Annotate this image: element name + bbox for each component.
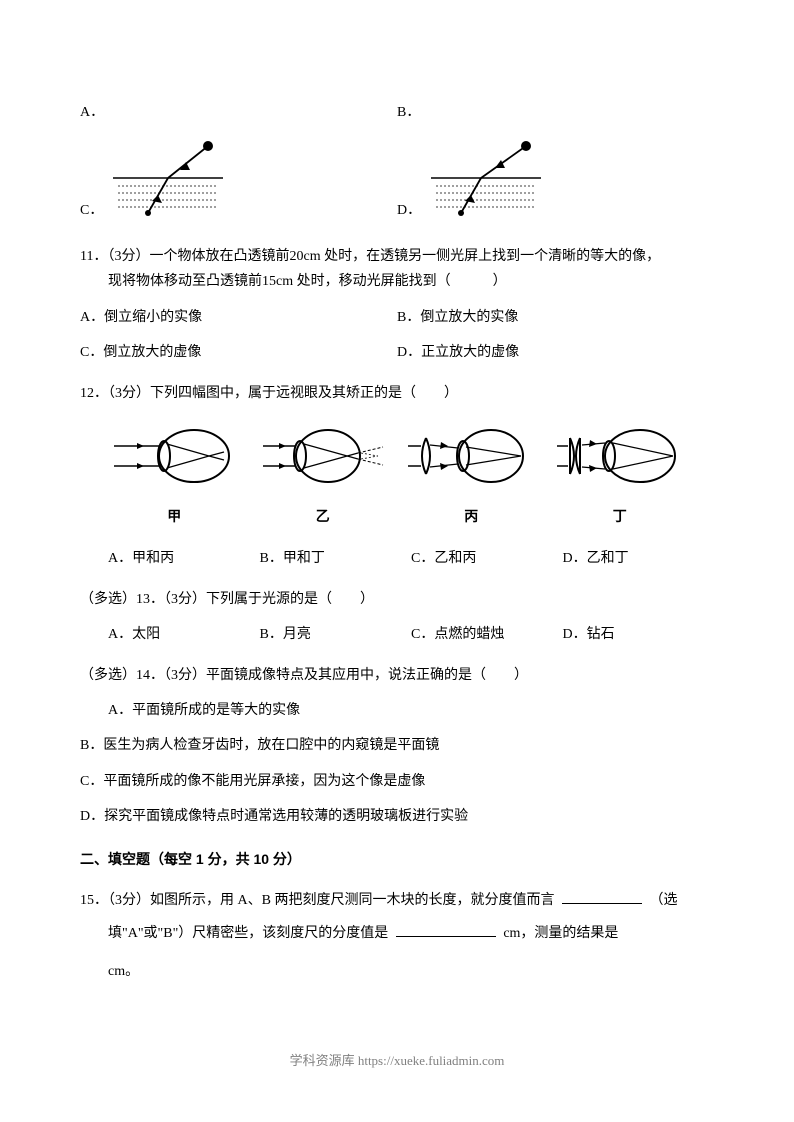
q11-option-d: D．正立放大的虚像 xyxy=(397,340,714,365)
q13-options: A．太阳 B．月亮 C．点燃的蜡烛 D．钻石 xyxy=(108,622,714,647)
q15-part4: cm，测量的结果是 xyxy=(503,926,618,941)
eye-diagram-jia xyxy=(109,426,239,486)
q11-text-line1: 11．（3分）一个物体放在凸透镜前20cm 处时，在透镜另一侧光屏上找到一个清晰… xyxy=(80,244,714,269)
q12-option-a: A．甲和丙 xyxy=(108,546,260,571)
q15-part3: 填"A"或"B"）尺精密些，该刻度尺的分度值是 xyxy=(108,926,392,941)
label-ding: 丁 xyxy=(550,505,690,530)
q11-option-a: A．倒立缩小的实像 xyxy=(80,305,397,330)
q14-option-a: A．平面镜所成的是等大的实像 xyxy=(108,698,714,723)
q15-line3: cm。 xyxy=(80,959,714,984)
q15-part5: cm。 xyxy=(108,964,139,979)
q11-options-row1: A．倒立缩小的实像 B．倒立放大的实像 xyxy=(80,305,714,330)
q14-stem: （多选）14．（3分）平面镜成像特点及其应用中，说法正确的是（ ） xyxy=(80,663,714,688)
label-bing: 丙 xyxy=(401,505,541,530)
q13-option-d: D．钻石 xyxy=(563,622,715,647)
eye-jia xyxy=(104,426,244,495)
eye-ding xyxy=(550,426,690,495)
q10-options-row-2: C． D． xyxy=(80,138,714,228)
q11-option-b: B．倒立放大的实像 xyxy=(397,305,714,330)
q13-option-a: A．太阳 xyxy=(108,622,260,647)
q12-option-d: D．乙和丁 xyxy=(563,546,715,571)
eye-diagram-bing xyxy=(406,426,536,486)
q15-blank1[interactable] xyxy=(562,903,642,904)
q11-options-row2: C．倒立放大的虚像 D．正立放大的虚像 xyxy=(80,340,714,365)
q10-option-a: A． xyxy=(80,100,397,130)
q14-option-c: C．平面镜所成的像不能用光屏承接，因为这个像是虚像 xyxy=(80,769,714,794)
eye-diagrams xyxy=(80,426,714,495)
q12-option-b: B．甲和丁 xyxy=(260,546,412,571)
q14-option-d: D．探究平面镜成像特点时通常选用较薄的透明玻璃板进行实验 xyxy=(80,804,714,829)
q15-part2: （选 xyxy=(649,893,677,908)
q13-stem: （多选）13．（3分）下列属于光源的是（ ） xyxy=(80,587,714,612)
eye-diagram-yi xyxy=(258,426,388,486)
q15-line2: 填"A"或"B"）尺精密些，该刻度尺的分度值是 cm，测量的结果是 xyxy=(80,921,714,946)
label-yi: 乙 xyxy=(253,505,393,530)
eye-bing xyxy=(401,426,541,495)
q13-option-c: C．点燃的蜡烛 xyxy=(411,622,563,647)
option-b-label: B． xyxy=(397,100,420,130)
refraction-diagram-d xyxy=(426,138,546,228)
option-d-label: D． xyxy=(397,198,421,228)
q11-text-line2: 现将物体移动至凸透镜前15cm 处时，移动光屏能找到（ ） xyxy=(80,269,714,294)
option-c-label: C． xyxy=(80,198,103,228)
q10-option-c: C． xyxy=(80,138,397,228)
q10-options-row-1: A． B． xyxy=(80,100,714,130)
q15-blank2[interactable] xyxy=(396,936,496,937)
q12-option-c: C．乙和丙 xyxy=(411,546,563,571)
label-jia: 甲 xyxy=(104,505,244,530)
q11-option-c: C．倒立放大的虚像 xyxy=(80,340,397,365)
q10-option-d: D． xyxy=(397,138,714,228)
q11-stem: 11．（3分）一个物体放在凸透镜前20cm 处时，在透镜另一侧光屏上找到一个清晰… xyxy=(80,244,714,294)
q14-option-b: B．医生为病人检查牙齿时，放在口腔中的内窥镜是平面镜 xyxy=(80,733,714,758)
option-a-label: A． xyxy=(80,100,104,130)
q10-option-b: B． xyxy=(397,100,714,130)
q12-options: A．甲和丙 B．甲和丁 C．乙和丙 D．乙和丁 xyxy=(108,546,714,571)
q12-stem: 12．（3分）下列四幅图中，属于远视眼及其矫正的是（ ） xyxy=(80,381,714,406)
q15-stem: 15．（3分）如图所示，用 A、B 两把刻度尺测同一木块的长度，就分度值而言 （… xyxy=(80,888,714,913)
eye-yi xyxy=(253,426,393,495)
page-footer: 学科资源库 https://xueke.fuliadmin.com xyxy=(0,1049,794,1072)
eye-labels: 甲 乙 丙 丁 xyxy=(80,505,714,530)
q13-option-b: B．月亮 xyxy=(260,622,412,647)
refraction-diagram-c xyxy=(108,138,228,228)
eye-diagram-ding xyxy=(555,426,685,486)
q15-part1: 15．（3分）如图所示，用 A、B 两把刻度尺测同一木块的长度，就分度值而言 xyxy=(80,893,558,908)
section2-title: 二、填空题（每空 1 分，共 10 分） xyxy=(80,847,714,872)
